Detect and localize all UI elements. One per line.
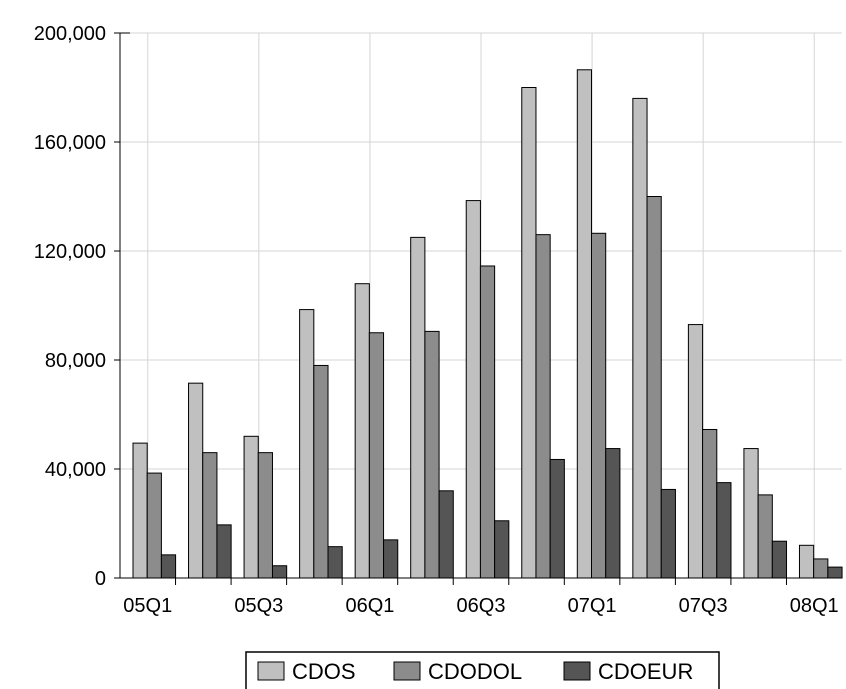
bar-cdoeur — [549, 458, 565, 579]
y-tick-label: 200,000 — [34, 23, 106, 45]
bar-cdos — [743, 448, 759, 579]
legend-box — [245, 651, 720, 689]
bar-cdos — [410, 236, 426, 579]
bar-cdoeur — [660, 488, 676, 579]
bar-cdos — [299, 309, 315, 579]
bar-cdodol — [591, 232, 607, 579]
bar-cdoeur — [771, 540, 788, 579]
bar-cdodol — [479, 265, 496, 579]
bar-cdoeur — [605, 448, 621, 579]
legend-swatch-cdoeur — [563, 661, 591, 681]
bar-cdoeur — [827, 566, 843, 579]
bar-cdos — [132, 442, 148, 579]
bar-cdoeur — [160, 554, 177, 579]
bar-cdodol — [257, 452, 273, 579]
bar-cdodol — [424, 330, 440, 579]
x-tick-label: 07Q1 — [568, 595, 617, 617]
bar-cdoeur — [494, 520, 510, 579]
bar-cdos — [188, 382, 204, 579]
bar-cdoeur — [383, 539, 399, 579]
y-tick-label: 80,000 — [45, 350, 106, 372]
legend-swatch-cdodol — [393, 661, 421, 681]
bar-cdos — [632, 97, 648, 579]
bar-cdoeur — [716, 482, 732, 579]
x-tick-label: 07Q3 — [679, 595, 728, 617]
bar-cdos — [243, 435, 259, 579]
axes — [119, 32, 842, 579]
legend-swatch-cdos — [257, 661, 285, 681]
bar-cdodol — [368, 332, 385, 579]
bars — [132, 69, 843, 579]
bar-cdodol — [535, 234, 551, 579]
bar-cdos — [354, 283, 370, 579]
legend-label-cdoeur: CDOEUR — [598, 659, 693, 684]
bar-cdodol — [702, 428, 718, 579]
bar-cdoeur — [271, 565, 288, 579]
y-tick-label: 120,000 — [34, 241, 106, 263]
y-tick-label: 160,000 — [34, 132, 106, 154]
bar-cdoeur — [327, 546, 343, 579]
bar-cdodol — [313, 364, 329, 579]
bar-cdos — [576, 69, 593, 579]
x-axis-ticks: 05Q1 05Q3 06Q1 06Q3 07Q1 07Q3 08Q1 — [123, 578, 839, 617]
x-tick-label: 06Q3 — [457, 595, 506, 617]
bar-cdodol — [813, 558, 829, 579]
x-tick-label: 05Q1 — [123, 595, 172, 617]
x-tick-label: 08Q1 — [790, 595, 839, 617]
y-tick-label: 40,000 — [45, 459, 106, 481]
bar-cdos — [465, 200, 481, 579]
bar-cdoeur — [438, 490, 454, 579]
bar-cdos — [687, 324, 704, 579]
legend-label-cdodol: CDODOL — [428, 659, 522, 684]
y-axis-ticks: 0 40,000 80,000 120,000 160,000 200,000 — [34, 23, 120, 590]
bar-cdodol — [757, 494, 773, 579]
x-tick-label: 06Q1 — [345, 595, 394, 617]
y-tick-label: 0 — [95, 568, 106, 590]
bar-cdoeur — [216, 524, 232, 579]
legend: CDOS CDODOL CDOEUR — [245, 651, 720, 689]
legend-label-cdos: CDOS — [292, 659, 356, 684]
bar-cdos — [798, 544, 815, 579]
bar-cdodol — [146, 472, 162, 579]
bar-cdodol — [202, 452, 218, 579]
x-tick-label: 05Q3 — [234, 595, 283, 617]
bar-cdodol — [646, 196, 662, 579]
bar-cdos — [521, 87, 537, 579]
